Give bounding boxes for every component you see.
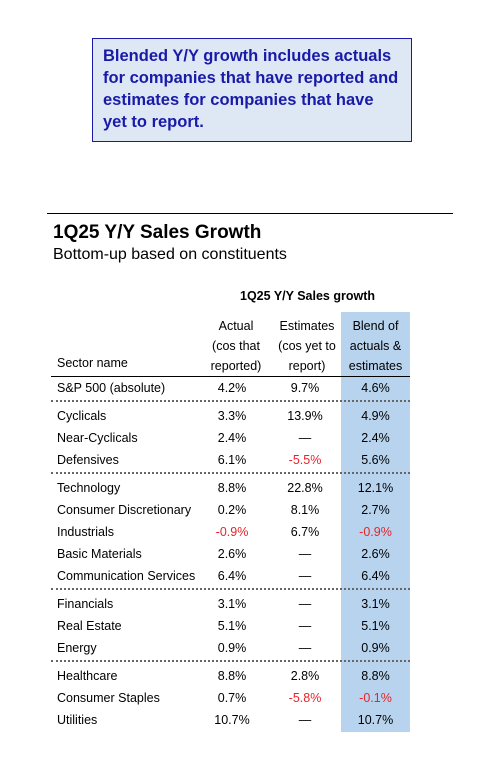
page-subtitle: Bottom-up based on constituents <box>53 246 287 263</box>
blend-cell: 4.9% <box>361 409 390 423</box>
actual-cell: 4.2% <box>217 381 247 395</box>
estimates-cell: — <box>298 713 312 727</box>
blend-cell: 12.1% <box>357 481 394 495</box>
blend-cell: 6.4% <box>361 569 390 583</box>
estimates-cell: 9.7% <box>290 381 320 395</box>
blend-cell: 3.1% <box>361 597 390 611</box>
actual-header: Actual (cos that reported) <box>206 316 266 376</box>
estimates-cell: — <box>298 619 312 633</box>
estimates-cell: 22.8% <box>287 481 323 495</box>
estimates-cell: 2.8% <box>290 669 320 683</box>
blend-cell: 4.6% <box>361 381 390 395</box>
blend-cell: 5.1% <box>361 619 390 633</box>
group-divider <box>51 588 410 590</box>
actual-cell: 2.6% <box>217 547 247 561</box>
sector-cell: Consumer Discretionary <box>57 503 192 517</box>
blend-column-highlight <box>341 312 410 732</box>
blend-cell: 2.7% <box>361 503 390 517</box>
blend-cell: 2.6% <box>361 547 390 561</box>
header-line: report) <box>288 359 326 373</box>
sector-cell: Energy <box>57 641 97 655</box>
estimates-cell: — <box>298 597 312 611</box>
sector-cell: Real Estate <box>57 619 122 633</box>
group-divider <box>51 400 410 402</box>
header-line: (cos yet to <box>278 339 336 353</box>
blend-cell: 8.8% <box>361 669 390 683</box>
header-rule <box>51 376 410 377</box>
sector-cell: Healthcare <box>57 669 118 683</box>
sector-cell: Industrials <box>57 525 114 539</box>
estimates-cell: — <box>298 547 312 561</box>
page-title: 1Q25 Y/Y Sales Growth <box>53 222 262 243</box>
blend-cell: 2.4% <box>361 431 390 445</box>
callout-line: yet to report. <box>103 113 204 131</box>
actual-cell: 3.1% <box>217 597 247 611</box>
header-line: Estimates <box>279 319 335 333</box>
actual-cell: 10.7% <box>214 713 250 727</box>
blend-cell: -0.1% <box>359 691 392 705</box>
header-line: Actual <box>218 319 254 333</box>
estimates-cell: -5.8% <box>288 691 322 705</box>
actual-cell: 0.9% <box>217 641 247 655</box>
blend-header: Blend of actuals & estimates <box>341 316 410 376</box>
actual-cell: 2.4% <box>217 431 247 445</box>
actual-cell: 5.1% <box>217 619 247 633</box>
blend-cell: 5.6% <box>361 453 390 467</box>
sector-cell: Defensives <box>57 453 119 467</box>
actual-cell: 0.2% <box>217 503 247 517</box>
callout-line: for companies that have reported and <box>103 69 399 87</box>
sector-cell: Consumer Staples <box>57 691 160 705</box>
blend-cell: -0.9% <box>359 525 392 539</box>
blend-cell: 0.9% <box>361 641 390 655</box>
estimates-cell: 8.1% <box>290 503 320 517</box>
sector-cell: S&P 500 (absolute) <box>57 381 166 395</box>
estimates-cell: — <box>298 431 312 445</box>
sector-cell: Utilities <box>57 713 98 727</box>
title-rule <box>47 213 453 214</box>
estimates-cell: — <box>298 569 312 583</box>
actual-cell: 8.8% <box>217 669 247 683</box>
sector-cell: Financials <box>57 597 114 611</box>
sector-header: Sector name <box>57 356 128 370</box>
actual-cell: -0.9% <box>215 525 249 539</box>
actual-cell: 3.3% <box>217 409 247 423</box>
estimates-cell: — <box>298 641 312 655</box>
callout-box: Blended Y/Y growth includes actuals for … <box>92 38 412 142</box>
sector-cell: Near-Cyclicals <box>57 431 138 445</box>
group-divider <box>51 472 410 474</box>
group-divider <box>51 660 410 662</box>
header-line: Blend of <box>352 319 399 333</box>
actual-cell: 8.8% <box>217 481 247 495</box>
sector-cell: Cyclicals <box>57 409 107 423</box>
callout-line: estimates for companies that have <box>103 91 374 109</box>
actual-cell: 6.4% <box>217 569 247 583</box>
header-line: reported) <box>210 359 262 373</box>
estimates-cell: 13.9% <box>287 409 323 423</box>
header-line: actuals & <box>349 339 402 353</box>
sector-cell: Basic Materials <box>57 547 142 561</box>
actual-cell: 0.7% <box>217 691 247 705</box>
header-line: estimates <box>348 359 403 373</box>
estimates-cell: -5.5% <box>288 453 322 467</box>
blend-cell: 10.7% <box>357 713 394 727</box>
table-title: 1Q25 Y/Y Sales growth <box>240 289 376 303</box>
estimates-header: Estimates (cos yet to report) <box>273 316 341 376</box>
sector-cell: Communication Services <box>57 569 196 583</box>
sector-cell: Technology <box>57 481 121 495</box>
actual-cell: 6.1% <box>217 453 247 467</box>
callout-line: Blended Y/Y growth includes actuals <box>103 47 392 65</box>
estimates-cell: 6.7% <box>290 525 320 539</box>
header-line: (cos that <box>212 339 260 353</box>
